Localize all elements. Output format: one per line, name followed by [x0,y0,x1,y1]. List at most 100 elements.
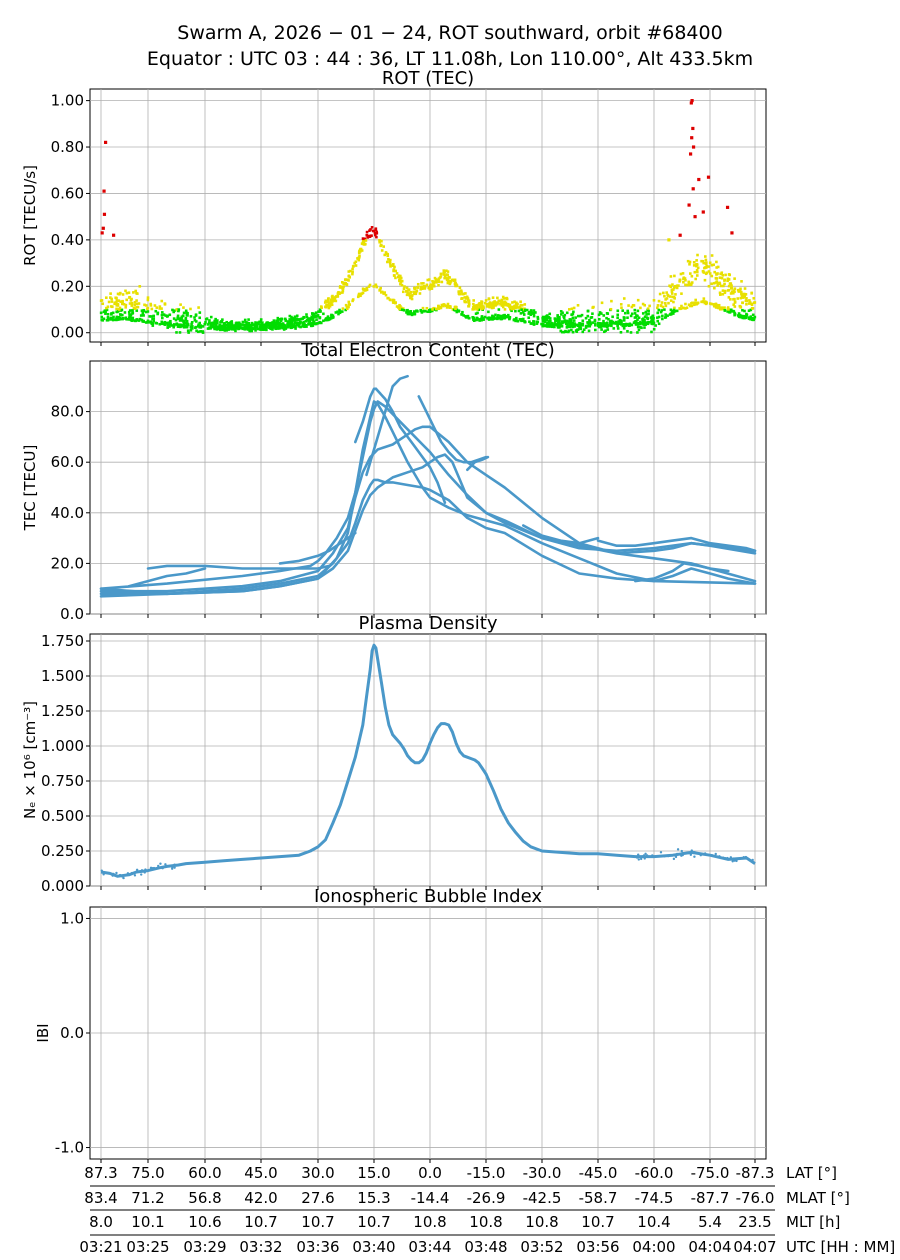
rot-point [520,317,524,321]
rot-point [130,304,134,307]
rot-point [276,325,279,329]
rot-point [320,306,323,309]
rot-point [584,324,588,328]
panel-3: 0.000 0.250 0.500 0.750 1.000 1.250 1.500 1.750… [21,613,767,895]
rot-point [636,331,639,334]
rot-point [152,314,156,318]
x-tick-label: -75.0 [691,1164,730,1182]
x-tick-label: 10.8 [413,1213,446,1231]
rot-point [312,322,315,326]
rot-point [256,327,260,331]
rot-point [528,311,531,315]
rot-point [693,270,697,274]
rot-point [176,314,180,318]
rot-point [293,325,297,328]
rot-point [695,302,698,305]
rot-point [719,293,722,296]
rot-point [673,285,677,288]
rot-point [636,314,639,318]
rot-point [125,298,128,302]
rot-point [128,313,131,316]
rot-point [633,316,637,319]
rot-point [134,289,138,293]
rot-point [532,323,536,326]
rot-point [343,282,347,285]
density-point [710,854,714,857]
rot-point [710,274,714,278]
rot-point [250,323,254,327]
rot-point [103,309,107,312]
rot-point [290,323,293,327]
x-tick-label: 27.6 [301,1189,334,1207]
rot-point [405,289,408,293]
rot-point [142,309,146,313]
rot-point [221,318,224,321]
rot-point [429,285,432,289]
rot-point [541,322,545,325]
rot-point [335,295,338,298]
rot-point [460,313,463,316]
rot-point [636,309,640,313]
rot-point [672,300,675,304]
rot-point [741,301,744,305]
rot-point [738,315,741,319]
rot-point [681,272,685,275]
rot-point [178,331,182,334]
rot-point [727,310,731,314]
rot-point [649,316,653,319]
rot-point [572,310,575,314]
rot-point [501,305,505,309]
rot-point [422,310,425,313]
rot-point [241,320,245,324]
rot-spike-point [101,226,105,230]
rot-point [378,238,381,242]
rot-point [664,304,668,308]
rot-point [743,287,747,290]
rot-point [723,278,727,282]
rot-point [649,320,653,324]
density-point [152,866,156,870]
rot-point [399,306,403,310]
y-tick-label: 1.500 [41,667,84,685]
rot-point [351,298,355,301]
rot-point [345,305,349,309]
rot-point [274,321,277,325]
rot-point [260,326,264,329]
rot-point [571,316,575,320]
rot-point [334,299,338,303]
rot-point [476,311,479,315]
rot-point [209,315,213,319]
rot-point [568,325,572,328]
rot-point [405,293,409,297]
rot-point [279,319,283,323]
rot-point [426,310,430,314]
density-point [733,859,736,862]
rot-point [351,270,354,274]
rot-point [571,324,575,328]
rot-point [130,319,134,322]
rot-point [562,316,566,320]
rot-point [442,269,446,272]
y-tick-label: -1.0 [55,1139,84,1157]
rot-point [364,239,368,242]
rot-point [116,292,120,296]
rot-point [559,323,563,327]
rot-point [536,320,540,324]
rot-point [220,320,224,324]
rot-point [130,301,134,305]
rot-point [500,317,504,321]
rot-point [318,316,322,319]
rot-point [393,265,396,269]
rot-point [172,317,176,320]
rot-point [388,260,392,263]
rot-point [684,307,687,310]
rot-point [423,287,427,290]
rot-point [657,315,661,319]
rot-point [290,318,294,321]
rot-point [546,314,549,317]
rot-point [288,320,291,324]
rot-point [405,309,409,312]
rot-point [738,288,741,292]
rot-point [273,324,276,328]
rot-point [336,310,339,314]
